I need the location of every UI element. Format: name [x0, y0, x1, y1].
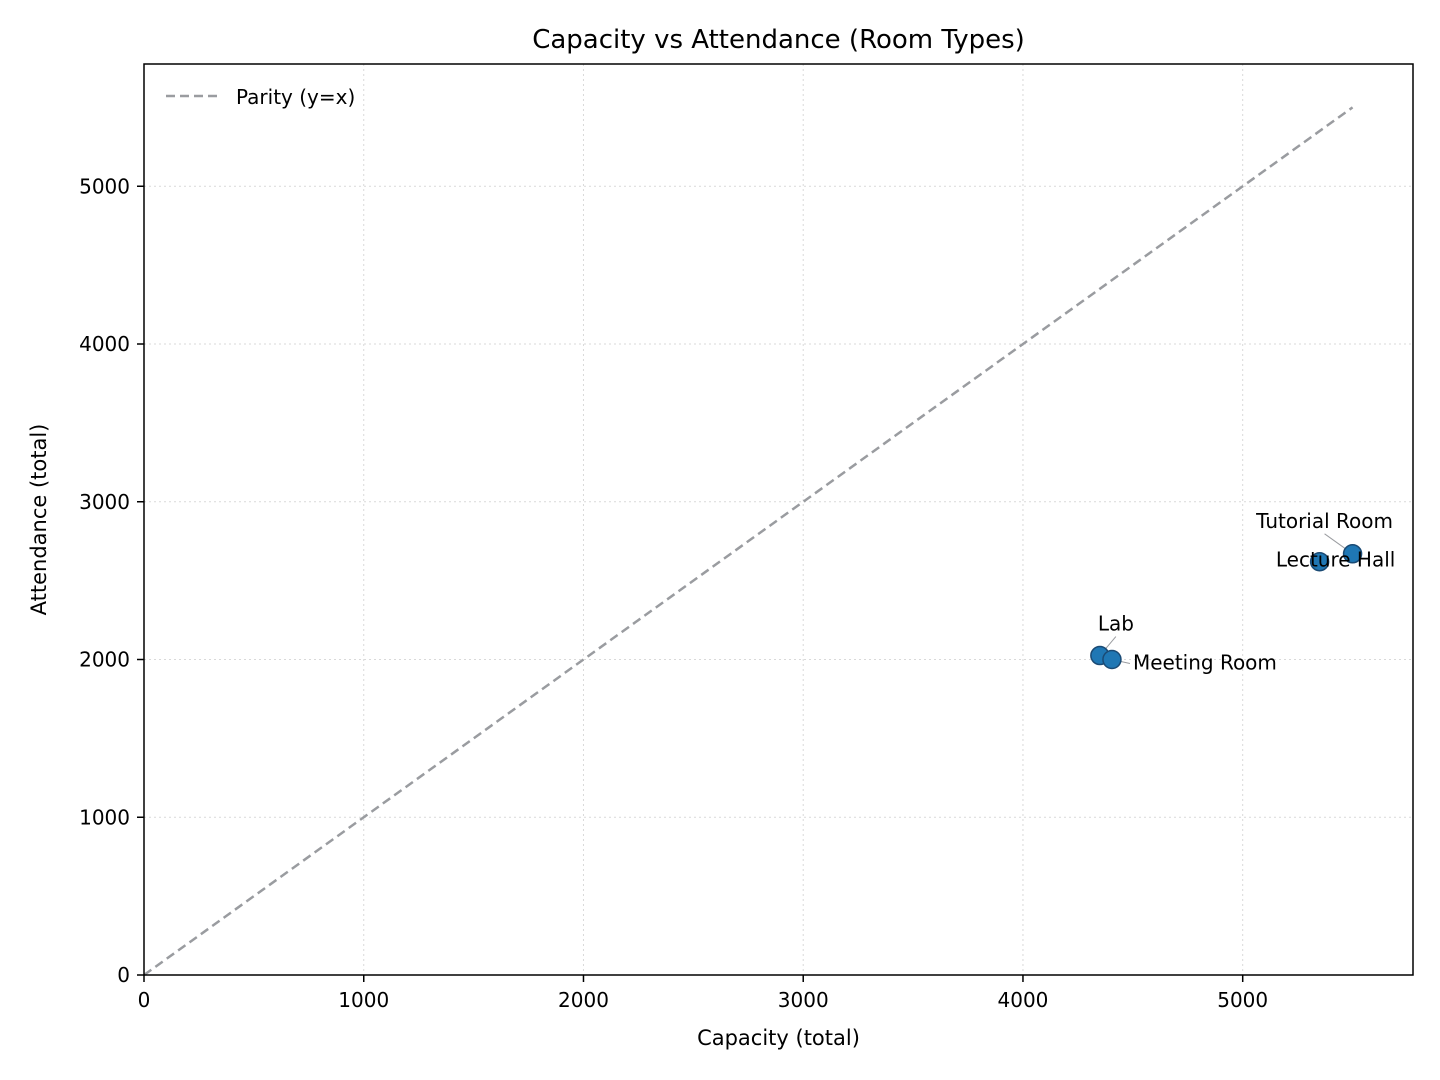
x-tick-label-0: 0: [138, 988, 151, 1012]
point-annotations: Tutorial Room Lecture Hall Lab Meeting Room: [1098, 509, 1396, 675]
point-meeting-room: [1102, 649, 1122, 670]
y-axis-label: Attendance (total): [27, 424, 51, 616]
annotation-lab: Lab: [1098, 612, 1134, 636]
y-tick-label-1000: 1000: [79, 805, 130, 829]
x-tick-label-3000: 3000: [778, 988, 829, 1012]
axis-ticks: 0 1000 2000 3000 4000 5000 0 1000 2000 3000 4000 50…: [79, 174, 1268, 1012]
y-tick-label-5000: 5000: [79, 174, 130, 198]
point-tutorial-room: [1342, 544, 1363, 564]
y-tick-label-4000: 4000: [79, 332, 130, 356]
chart-title: Capacity vs Attendance (Room Types): [532, 25, 1025, 55]
data-points: [1090, 544, 1363, 670]
y-tick-label-2000: 2000: [79, 648, 130, 672]
parity-line: [143, 106, 1354, 977]
y-tick-label-0: 0: [117, 963, 130, 987]
plot-frame: [143, 63, 1414, 976]
annotation-tutorial-room: Tutorial Room: [1255, 509, 1393, 533]
x-tick-label-4000: 4000: [998, 988, 1049, 1012]
legend: Parity (y=x): [166, 85, 355, 109]
x-tick-label-2000: 2000: [558, 988, 609, 1012]
x-tick-label-5000: 5000: [1217, 988, 1268, 1012]
x-tick-label-1000: 1000: [338, 988, 389, 1012]
point-lecture-hall: [1309, 551, 1330, 572]
annotation-meeting-room: Meeting Room: [1133, 651, 1277, 675]
x-axis-label: Capacity (total): [697, 1026, 860, 1050]
annotation-lecture-hall: Lecture Hall: [1276, 548, 1395, 572]
legend-entry-parity: Parity (y=x): [236, 85, 355, 109]
parity-line-layer: [143, 106, 1354, 977]
y-tick-label-3000: 3000: [79, 490, 130, 514]
grid: [144, 64, 1413, 975]
